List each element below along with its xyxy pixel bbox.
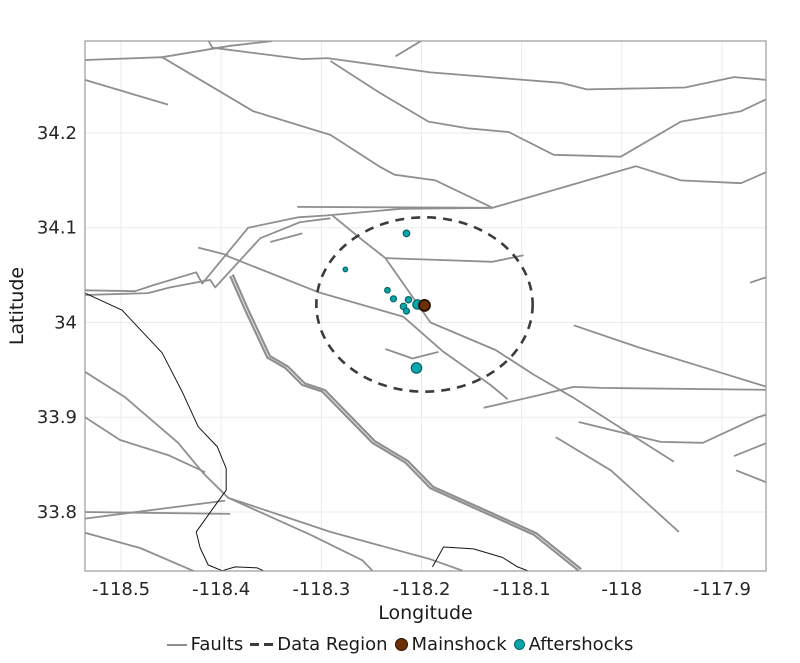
coastline: [85, 292, 264, 571]
fault-line: [329, 60, 766, 158]
fault-line: [229, 275, 580, 571]
x-tick-label: -117.9: [693, 579, 751, 600]
x-axis-label: Longitude: [378, 602, 473, 624]
fault-line: [85, 56, 766, 209]
data-region-circle: [315, 216, 534, 393]
aftershock-point: [402, 307, 411, 315]
coastline: [432, 546, 528, 571]
aftershock-point: [402, 229, 411, 238]
fault-line: [207, 41, 766, 91]
x-tick-label: -118.4: [192, 579, 250, 600]
fault-line: [735, 469, 766, 484]
fault-line: [85, 511, 231, 515]
mainshock-dot-swatch: [394, 638, 408, 651]
fault-line: [733, 442, 766, 457]
aftershock-point: [384, 286, 391, 294]
fault-line: [161, 41, 273, 59]
y-tick-label: 34.1: [37, 218, 77, 239]
fault-line: [85, 531, 196, 571]
x-tick-label: -118.2: [392, 579, 450, 600]
legend-item-data-region: Data Region: [250, 634, 388, 655]
fault-line: [85, 416, 206, 474]
x-tick-label: -118.1: [493, 579, 551, 600]
y-axis-label: Latitude: [6, 266, 28, 346]
fault-line: [85, 206, 493, 293]
legend-item-aftershocks: Aftershocks: [513, 634, 634, 655]
fault-line: [385, 348, 439, 360]
aftershock-point: [342, 266, 349, 273]
legend-item-mainshock: Mainshock: [394, 634, 507, 655]
fault-line: [385, 254, 524, 263]
fault-line: [555, 436, 680, 533]
fault-line: [395, 41, 423, 58]
x-tick-label: -118: [601, 579, 642, 600]
data-region-dash-swatch: [250, 643, 274, 646]
fault-line: [85, 371, 374, 571]
legend-label-aftershocks: Aftershocks: [528, 634, 634, 655]
x-tick-label: -118.5: [92, 579, 150, 600]
y-tick-label: 34.2: [37, 123, 77, 144]
y-tick-label: 33.9: [37, 407, 77, 428]
fault-line: [578, 413, 766, 444]
legend-label-mainshock: Mainshock: [411, 634, 507, 655]
fault-line: [483, 386, 766, 409]
plot-content: [85, 41, 766, 571]
fault-line: [331, 214, 675, 463]
legend-label-faults: Faults: [190, 634, 244, 655]
y-tick-label: 33.8: [37, 502, 77, 523]
x-tick-label: -118.3: [292, 579, 350, 600]
legend-item-faults: Faults: [166, 634, 244, 655]
fault-line: [573, 324, 766, 388]
legend-label-data-region: Data Region: [277, 634, 388, 655]
legend: Faults Data Region Mainshock Aftershocks: [0, 634, 800, 655]
fault-line: [227, 496, 463, 571]
fault-line: [197, 246, 229, 257]
fault-line: [231, 274, 582, 570]
aftershock-point: [404, 295, 413, 304]
mainshock-point: [418, 299, 431, 312]
fault-line: [270, 232, 303, 243]
fault-line: [224, 254, 509, 400]
aftershock-point: [410, 362, 423, 374]
aftershocks-dot-swatch: [513, 639, 525, 650]
fault-line: [749, 276, 766, 284]
plot-border: [84, 40, 767, 572]
fault-line: [85, 217, 331, 296]
faults-line-swatch: [166, 643, 187, 646]
fault-line: [85, 499, 226, 520]
aftershock-point: [389, 295, 398, 303]
y-tick-label: 34: [54, 312, 77, 333]
fault-line: [85, 79, 169, 106]
